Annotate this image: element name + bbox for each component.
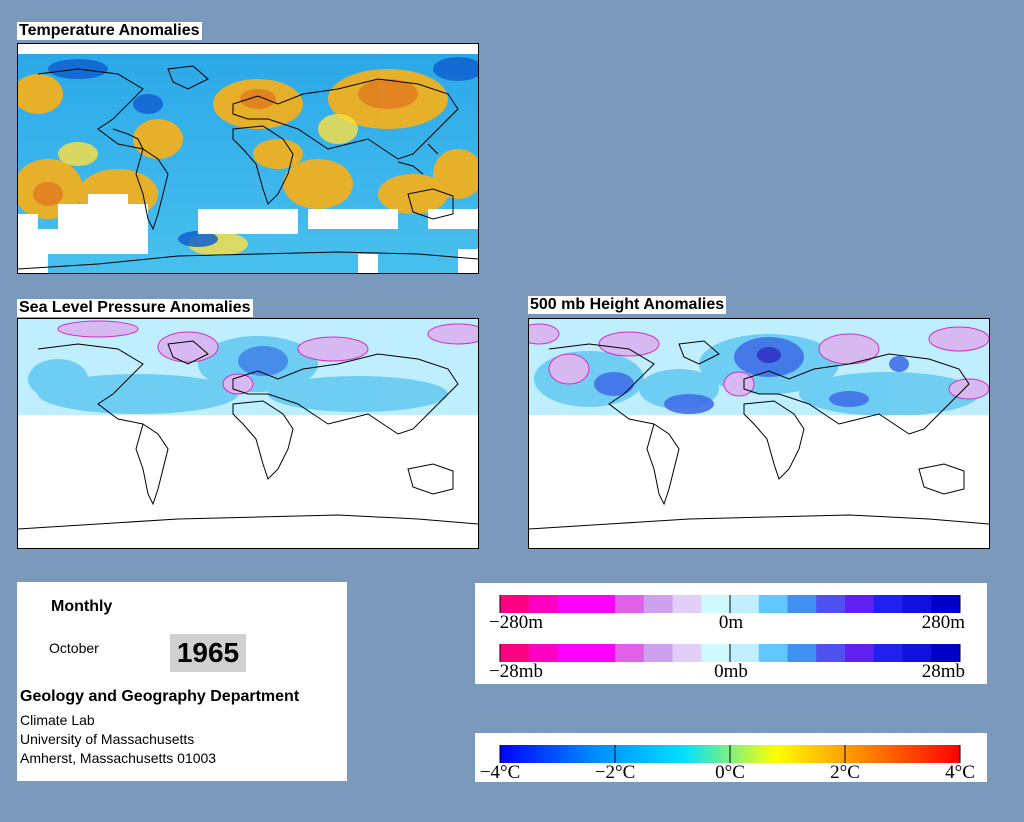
pressure-label-min: −28mb: [489, 661, 543, 682]
pressure-bar-segment: [701, 644, 731, 662]
pressure-bar-segment: [586, 644, 616, 662]
temperature-anomaly-map: [17, 43, 479, 274]
pressure-bar-segment: [730, 644, 760, 662]
height-label-max: 280m: [922, 612, 966, 633]
height-pressure-legend: −280m 0m 280m −28mb 0mb 28mb: [475, 583, 987, 684]
temp-label-4: 4°C: [945, 762, 975, 782]
info-panel: Monthly October 1965 Geology and Geograp…: [17, 582, 347, 781]
department-label: Geology and Geography Department: [20, 688, 300, 705]
pressure-bar-segment: [873, 644, 903, 662]
height-bar-segment: [557, 595, 587, 613]
height-bar-segment: [701, 595, 731, 613]
slp-map-title: Sea Level Pressure Anomalies: [17, 299, 253, 317]
temp-label-1: −2°C: [595, 762, 636, 782]
temperature-ticks: [499, 745, 961, 763]
height-bar-segment: [845, 595, 875, 613]
height-bar-segment: [873, 595, 903, 613]
pressure-label-max: 28mb: [922, 661, 965, 682]
period-label: Monthly: [51, 598, 113, 615]
pressure-bar-segment: [902, 644, 932, 662]
pressure-bar-segment: [500, 644, 530, 662]
pressure-bar-segment: [672, 644, 702, 662]
height-bar-segment: [586, 595, 616, 613]
temp-label-2: 0°C: [715, 762, 745, 782]
pressure-bar-segment: [816, 644, 846, 662]
lab-label: Climate Lab: [20, 712, 95, 728]
pressure-bar-segment: [931, 644, 961, 662]
height-bar-segment: [902, 595, 932, 613]
height-label-min: −280m: [489, 612, 543, 633]
year-label: 1965: [170, 634, 246, 672]
pressure-bar-segment: [557, 644, 587, 662]
pressure-bar-segment: [787, 644, 817, 662]
height-bar-segment: [730, 595, 760, 613]
height500-anomaly-map: [528, 318, 990, 549]
university-label: University of Massachusetts: [20, 731, 195, 747]
height-color-bar: [499, 595, 961, 613]
temp-label-0: −4°C: [480, 762, 521, 782]
height-bar-segment: [758, 595, 788, 613]
pressure-color-bar: [499, 644, 961, 662]
month-label: October: [49, 640, 99, 656]
pressure-bar-segment: [643, 644, 673, 662]
height-bar-segment: [500, 595, 530, 613]
height-bar-segment: [931, 595, 961, 613]
height-bar-segment: [615, 595, 645, 613]
pressure-bar-segment: [758, 644, 788, 662]
temperature-legend: −4°C −2°C 0°C 2°C 4°C: [475, 733, 987, 782]
height-bar-segment: [816, 595, 846, 613]
height-label-zero: 0m: [719, 612, 744, 633]
address-label: Amherst, Massachusetts 01003: [20, 750, 217, 766]
temperature-map-title: Temperature Anomalies: [17, 22, 202, 40]
slp-anomaly-map: [17, 318, 479, 549]
height500-map-title: 500 mb Height Anomalies: [528, 296, 727, 314]
temp-label-3: 2°C: [830, 762, 860, 782]
height-bar-segment: [643, 595, 673, 613]
pressure-label-zero: 0mb: [714, 661, 748, 682]
pressure-bar-segment: [615, 644, 645, 662]
height-bar-segment: [672, 595, 702, 613]
height-bar-segment: [787, 595, 817, 613]
pressure-bar-segment: [845, 644, 875, 662]
pressure-bar-segment: [528, 644, 558, 662]
height-bar-segment: [528, 595, 558, 613]
